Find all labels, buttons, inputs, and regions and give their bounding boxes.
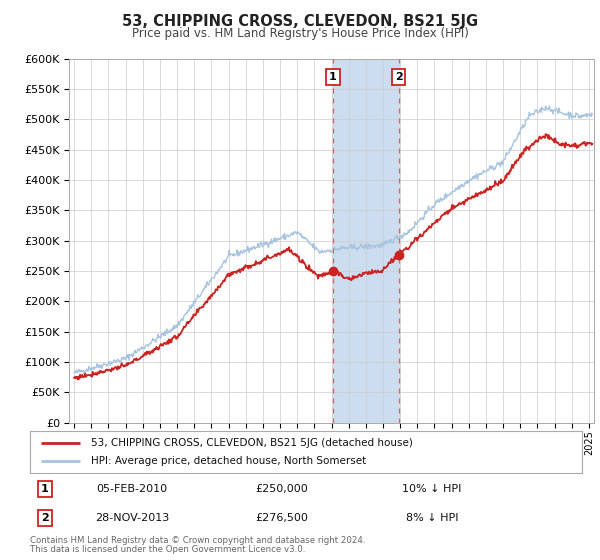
Text: Price paid vs. HM Land Registry's House Price Index (HPI): Price paid vs. HM Land Registry's House … <box>131 27 469 40</box>
Text: 28-NOV-2013: 28-NOV-2013 <box>95 513 169 523</box>
Text: This data is licensed under the Open Government Licence v3.0.: This data is licensed under the Open Gov… <box>30 545 305 554</box>
Text: 10% ↓ HPI: 10% ↓ HPI <box>403 484 461 494</box>
Text: £250,000: £250,000 <box>256 484 308 494</box>
Text: 1: 1 <box>329 72 337 82</box>
Text: £276,500: £276,500 <box>256 513 308 523</box>
Text: 2: 2 <box>41 513 49 523</box>
Text: 05-FEB-2010: 05-FEB-2010 <box>97 484 167 494</box>
Text: 53, CHIPPING CROSS, CLEVEDON, BS21 5JG (detached house): 53, CHIPPING CROSS, CLEVEDON, BS21 5JG (… <box>91 438 413 448</box>
Text: 53, CHIPPING CROSS, CLEVEDON, BS21 5JG: 53, CHIPPING CROSS, CLEVEDON, BS21 5JG <box>122 14 478 29</box>
Text: 8% ↓ HPI: 8% ↓ HPI <box>406 513 458 523</box>
Text: HPI: Average price, detached house, North Somerset: HPI: Average price, detached house, Nort… <box>91 456 366 466</box>
Text: Contains HM Land Registry data © Crown copyright and database right 2024.: Contains HM Land Registry data © Crown c… <box>30 536 365 545</box>
Bar <box>333 59 398 423</box>
Text: 1: 1 <box>41 484 49 494</box>
Text: 2: 2 <box>395 72 403 82</box>
